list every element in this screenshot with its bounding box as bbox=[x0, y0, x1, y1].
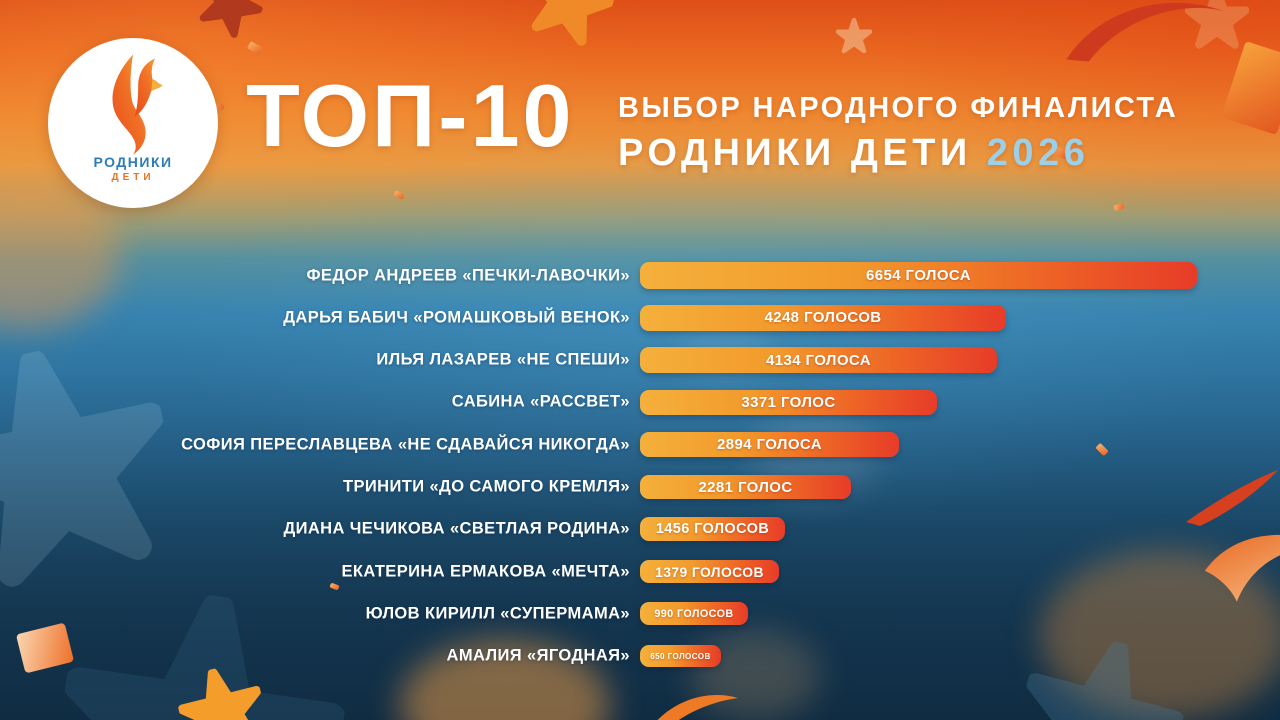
vote-bar: 4248 ГОЛОСОВ bbox=[640, 304, 1006, 332]
vote-count-label: 650 ГОЛОСОВ bbox=[650, 651, 711, 661]
contestant-label: ЮЛОВ КИРИЛЛ «СУПЕРМАМА» bbox=[365, 604, 630, 623]
chart-row: ТРИНИТИ «ДО САМОГО КРЕМЛЯ» 2281 ГОЛОС bbox=[0, 474, 1280, 500]
vote-bar: 4134 ГОЛОСА bbox=[640, 347, 997, 374]
subtitle-line2: РОДНИКИ ДЕТИ 2026 bbox=[618, 132, 1178, 175]
chart-row: АМАЛИЯ «ЯГОДНАЯ» 650 ГОЛОСОВ bbox=[0, 644, 1280, 668]
chart-row: САБИНА «РАССВЕТ» 3371 ГОЛОС bbox=[0, 389, 1280, 416]
vote-count-label: 1379 ГОЛОСОВ bbox=[655, 563, 764, 580]
logo-text-rodniki: РОДНИКИ bbox=[93, 154, 173, 170]
contestant-label: ДИАНА ЧЕЧИКОВА «СВЕТЛАЯ РОДИНА» bbox=[283, 519, 630, 538]
vote-bar: 3371 ГОЛОС bbox=[640, 389, 937, 416]
chart-row: ДАРЬЯ БАБИЧ «РОМАШКОВЫЙ ВЕНОК» 4248 ГОЛОС… bbox=[0, 304, 1280, 332]
vote-count-label: 990 ГОЛОСОВ bbox=[654, 607, 734, 620]
chart-row: СОФИЯ ПЕРЕСЛАВЦЕВА «НЕ СДАВАЙСЯ НИКОГДА»… bbox=[0, 432, 1280, 458]
subtitle-year: 2026 bbox=[986, 132, 1090, 174]
contestant-label: АМАЛИЯ «ЯГОДНАЯ» bbox=[446, 646, 630, 665]
contestant-label: СОФИЯ ПЕРЕСЛАВЦЕВА «НЕ СДАВАЙСЯ НИКОГДА» bbox=[181, 435, 630, 454]
contestant-label: ИЛЬЯ ЛАЗАРЕВ «НЕ СПЕШИ» bbox=[376, 350, 630, 369]
subtitle-block: ВЫБОР НАРОДНОГО ФИНАЛИСТА РОДНИКИ ДЕТИ 2… bbox=[618, 92, 1178, 175]
chart-row: ИЛЬЯ ЛАЗАРЕВ «НЕ СПЕШИ» 4134 ГОЛОСА bbox=[0, 347, 1280, 374]
vote-count-label: 6654 ГОЛОСА bbox=[865, 267, 972, 284]
vote-bar: 650 ГОЛОСОВ bbox=[640, 644, 721, 668]
logo-text-deti: ДЕТИ bbox=[111, 172, 155, 183]
vote-bar: 1379 ГОЛОСОВ bbox=[640, 559, 779, 584]
chart-row: ФЕДОР АНДРЕЕВ «ПЕЧКИ-ЛАВОЧКИ» 6654 ГОЛОСА bbox=[0, 262, 1280, 289]
vote-bar: 1456 ГОЛОСОВ bbox=[640, 517, 785, 542]
contestant-label: ТРИНИТИ «ДО САМОГО КРЕМЛЯ» bbox=[343, 477, 630, 496]
contestant-label: САБИНА «РАССВЕТ» bbox=[451, 392, 630, 411]
vote-count-label: 4248 ГОЛОСОВ bbox=[764, 309, 882, 327]
contestant-label: ЕКАТЕРИНА ЕРМАКОВА «МЕЧТА» bbox=[341, 562, 630, 581]
bird-flame-icon bbox=[112, 54, 163, 155]
vote-count-label: 2894 ГОЛОСА bbox=[716, 436, 823, 454]
contestant-label: ДАРЬЯ БАБИЧ «РОМАШКОВЫЙ ВЕНОК» bbox=[283, 308, 630, 327]
vote-bar: 990 ГОЛОСОВ bbox=[640, 602, 748, 626]
subtitle-line1: ВЫБОР НАРОДНОГО ФИНАЛИСТА bbox=[618, 92, 1179, 124]
vote-bar: 2281 ГОЛОС bbox=[640, 474, 851, 500]
vote-bar: 2894 ГОЛОСА bbox=[640, 432, 899, 458]
chart-row: ДИАНА ЧЕЧИКОВА «СВЕТЛАЯ РОДИНА» 1456 ГОЛО… bbox=[0, 517, 1280, 542]
page-title: ТОП-10 bbox=[246, 66, 575, 165]
vote-count-label: 4134 ГОЛОСА bbox=[765, 351, 872, 369]
vote-count-label: 3371 ГОЛОС bbox=[741, 393, 836, 411]
vote-count-label: 1456 ГОЛОСОВ bbox=[655, 521, 770, 538]
vote-bar: 6654 ГОЛОСА bbox=[640, 262, 1197, 289]
chart-row: ЮЛОВ КИРИЛЛ «СУПЕРМАМА» 990 ГОЛОСОВ bbox=[0, 602, 1280, 626]
contestant-label: ФЕДОР АНДРЕЕВ «ПЕЧКИ-ЛАВОЧКИ» bbox=[306, 266, 630, 284]
vote-count-label: 2281 ГОЛОС bbox=[698, 478, 793, 496]
subtitle-brand: РОДНИКИ ДЕТИ bbox=[618, 132, 972, 174]
chart-row: ЕКАТЕРИНА ЕРМАКОВА «МЕЧТА» 1379 ГОЛОСОВ bbox=[0, 559, 1280, 584]
rodniki-deti-logo: РОДНИКИ ДЕТИ bbox=[48, 38, 218, 208]
